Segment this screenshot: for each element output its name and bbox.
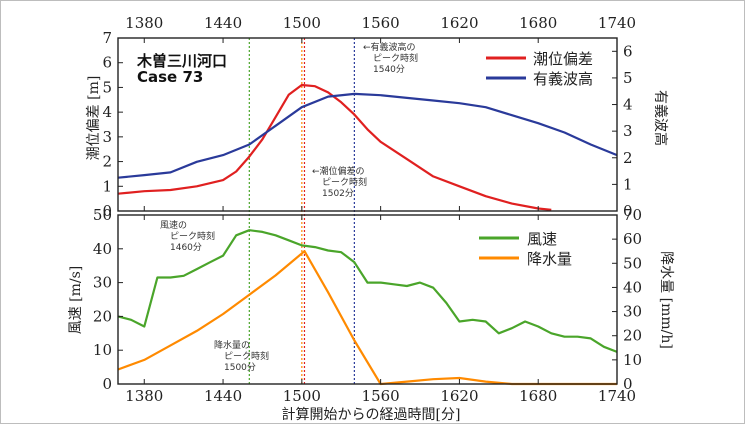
- wind-peak-annotation-line-1: ピーク時刻: [170, 230, 215, 242]
- left-tick-label-1-40: 40: [93, 240, 112, 258]
- right-tick-label-0-5: 5: [623, 69, 633, 87]
- left-tick-label-0-6: 6: [102, 54, 112, 72]
- top-chart-title: 木曽三川河口: [136, 52, 227, 70]
- x-bottom-tick-label-1740: 1740: [598, 387, 636, 405]
- x-bottom-tick-label-1680: 1680: [519, 387, 557, 405]
- left-tick-label-0-5: 5: [102, 78, 112, 96]
- right-tick-label-0-6: 6: [623, 42, 633, 60]
- legend-label-wind: 風速: [527, 230, 557, 248]
- x-bottom-tick-label-1440: 1440: [204, 387, 242, 405]
- x-top-tick-label-1620: 1620: [440, 14, 478, 32]
- tide-peak-annotation-line-2: 1502分: [322, 188, 354, 199]
- bottom-legend: 風速 降水量: [479, 230, 572, 268]
- left-tick-label-1-20: 20: [93, 307, 112, 325]
- left-tick-label-0-7: 7: [102, 29, 112, 47]
- right-tick-label-1-10: 10: [623, 351, 642, 369]
- x-bottom-tick-label-1620: 1620: [440, 387, 478, 405]
- x-bottom-tick-label-1560: 1560: [362, 387, 400, 405]
- bottom-panel: 風速 [m/s] 降水量 [mm/h] 計算開始からの経過時間[分] 風速 降水…: [68, 230, 674, 423]
- right-tick-label-1-30: 30: [623, 303, 642, 321]
- right-tick-label-0-4: 4: [623, 96, 633, 114]
- x-axis-label: 計算開始からの経過時間[分]: [282, 407, 461, 423]
- left-tick-label-1-0: 0: [102, 375, 112, 393]
- tide-peak-annotation-line-0: ←潮位偏差の: [312, 165, 365, 177]
- left-tick-label-0-0: 0: [102, 202, 112, 220]
- x-bottom-tick-label-1380: 1380: [125, 387, 163, 405]
- x-top-tick-label-1680: 1680: [519, 14, 557, 32]
- right-tick-label-1-0: 0: [623, 375, 633, 393]
- left-tick-label-0-1: 1: [102, 177, 112, 195]
- legend-label-tide: 潮位偏差: [533, 50, 593, 68]
- wave-peak-annotation-line-2: 1540分: [373, 64, 405, 75]
- right-tick-label-1-50: 50: [623, 254, 642, 272]
- wind-peak-annotation-line-2: 1460分: [170, 242, 202, 253]
- rain-peak-annotation-line-2: 1500分: [224, 362, 256, 373]
- x-top-tick-label-1500: 1500: [283, 14, 321, 32]
- plot-frame-1: [117, 214, 618, 385]
- series-line-1-0: [117, 229, 618, 353]
- right-tick-label-0-1: 1: [623, 175, 633, 193]
- series-line-0-1: [117, 92, 618, 179]
- left-tick-label-1-50: 50: [93, 206, 112, 224]
- left-tick-label-0-3: 3: [102, 128, 112, 146]
- rain-peak-annotation-line-0: 降水量の: [214, 339, 250, 351]
- x-top-tick-label-1380: 1380: [125, 14, 163, 32]
- top-left-axis-label: 潮位偏差 [m]: [86, 76, 102, 161]
- legend-label-wave: 有義波高: [533, 70, 593, 88]
- x-top-tick-label-1740: 1740: [598, 14, 636, 32]
- wave-peak-annotation-line-0: ←有義波高の: [363, 41, 416, 53]
- left-tick-label-0-4: 4: [102, 103, 112, 121]
- x-bottom-tick-label-1500: 1500: [283, 387, 321, 405]
- top-right-axis-label: 有義波高: [652, 90, 669, 146]
- series-line-0-0: [117, 83, 552, 211]
- right-tick-label-1-20: 20: [623, 327, 642, 345]
- top-chart-subtitle: Case 73: [137, 68, 203, 86]
- right-tick-label-0-2: 2: [623, 149, 633, 167]
- x-top-tick-label-1560: 1560: [362, 14, 400, 32]
- right-tick-label-0-0: 0: [623, 202, 633, 220]
- left-tick-label-0-2: 2: [102, 153, 112, 171]
- right-tick-label-1-60: 60: [623, 230, 642, 248]
- right-tick-label-0-3: 3: [623, 122, 633, 140]
- tide-peak-annotation-line-1: ピーク時刻: [322, 176, 367, 188]
- top-panel: 木曽三川河口 Case 73 潮位偏差 [m] 有義波高 潮位偏差 有義波高: [86, 50, 669, 160]
- right-tick-label-1-70: 70: [623, 206, 642, 224]
- rain-peak-annotation-line-1: ピーク時刻: [224, 350, 269, 362]
- top-legend: 潮位偏差 有義波高: [486, 50, 593, 88]
- wave-peak-annotation-line-1: ピーク時刻: [373, 52, 418, 64]
- plot-frame-0: [117, 37, 618, 212]
- legend-label-rain: 降水量: [527, 250, 572, 268]
- left-tick-label-1-30: 30: [93, 274, 112, 292]
- left-tick-label-1-10: 10: [93, 341, 112, 359]
- bottom-left-axis-label: 風速 [m/s]: [68, 266, 84, 335]
- wind-peak-annotation-line-0: 風速の: [160, 220, 187, 231]
- bottom-right-axis-label: 降水量 [mm/h]: [658, 251, 674, 349]
- x-top-tick-label-1440: 1440: [204, 14, 242, 32]
- right-tick-label-1-40: 40: [623, 278, 642, 296]
